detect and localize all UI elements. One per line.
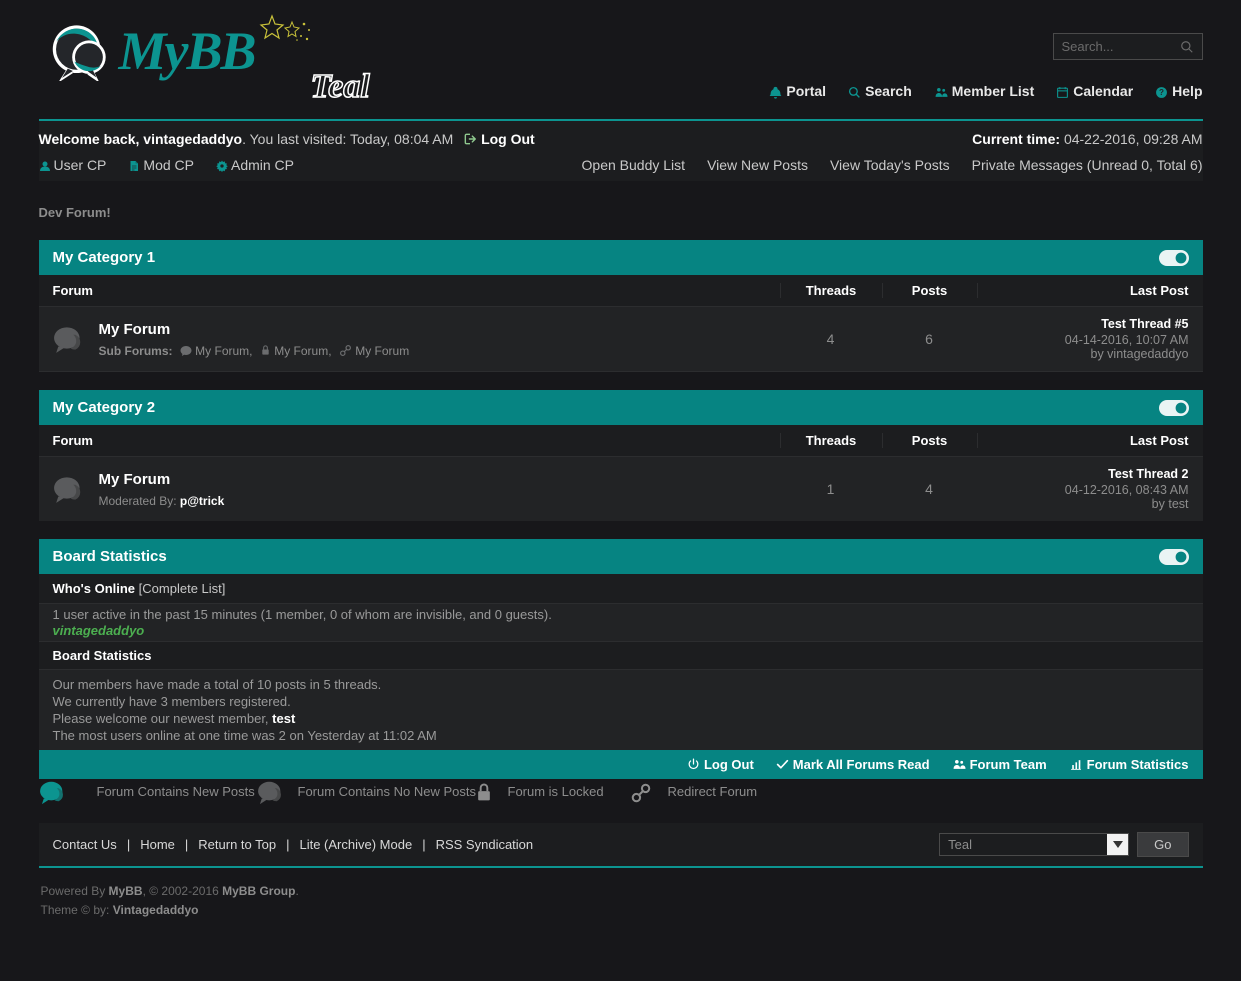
svg-text:?: ? [1159, 88, 1164, 97]
